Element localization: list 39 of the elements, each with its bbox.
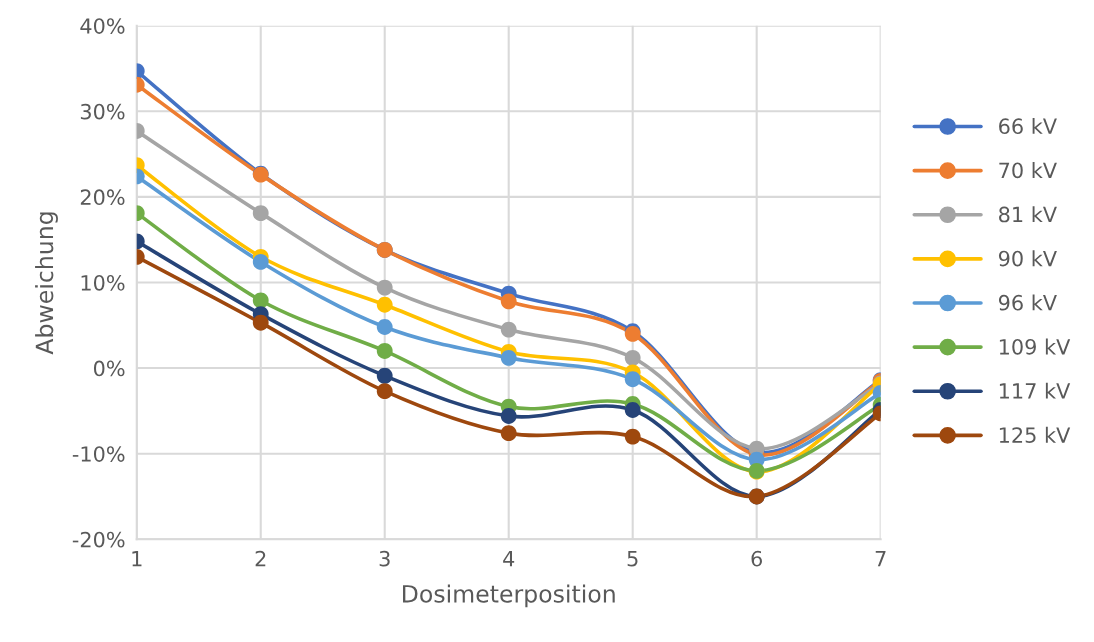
point — [376, 383, 393, 400]
y-axis-title: Abweichung — [35, 212, 58, 355]
x-tick-label: 3 — [379, 550, 390, 567]
y-tick-label: 10% — [81, 274, 125, 291]
point — [624, 349, 641, 366]
y-tick-label: -10% — [72, 446, 125, 462]
x-tick-label: 1 — [132, 551, 142, 567]
legend-label: 117 kV — [999, 382, 1071, 399]
legend-label: 125 kV — [999, 426, 1071, 443]
point — [500, 293, 517, 310]
point — [500, 408, 517, 424]
point — [500, 349, 517, 366]
point — [500, 425, 517, 442]
x-axis-title: Dosimeterposition — [403, 584, 615, 608]
point — [500, 321, 517, 338]
y-tick-label: -20% — [72, 531, 125, 548]
point — [376, 367, 393, 384]
point — [376, 296, 393, 313]
point — [624, 402, 641, 418]
legend-label: 81 kV — [999, 206, 1057, 223]
point — [376, 319, 393, 335]
point — [376, 279, 393, 296]
legend-label: 90 kV — [998, 250, 1057, 267]
legend-label: 66 kV — [999, 117, 1057, 135]
x-tick-label: 5 — [627, 551, 638, 567]
legend-label: 109 kV — [999, 338, 1071, 355]
point — [376, 343, 393, 359]
y-tick-label: 20% — [80, 189, 125, 206]
y-tick-label: 30% — [80, 103, 125, 120]
x-tick-label: 2 — [255, 550, 266, 567]
y-tick-label: 0% — [93, 360, 125, 377]
x-tick-label: 4 — [503, 551, 515, 567]
legend-label: 96 kV — [998, 294, 1057, 311]
y-tick-label: 40% — [80, 18, 125, 34]
x-tick-label: 7 — [875, 551, 886, 567]
legend-label: 70 kV — [999, 162, 1057, 179]
point — [624, 371, 641, 388]
point — [624, 428, 641, 445]
x-tick-label: 6 — [751, 550, 762, 567]
